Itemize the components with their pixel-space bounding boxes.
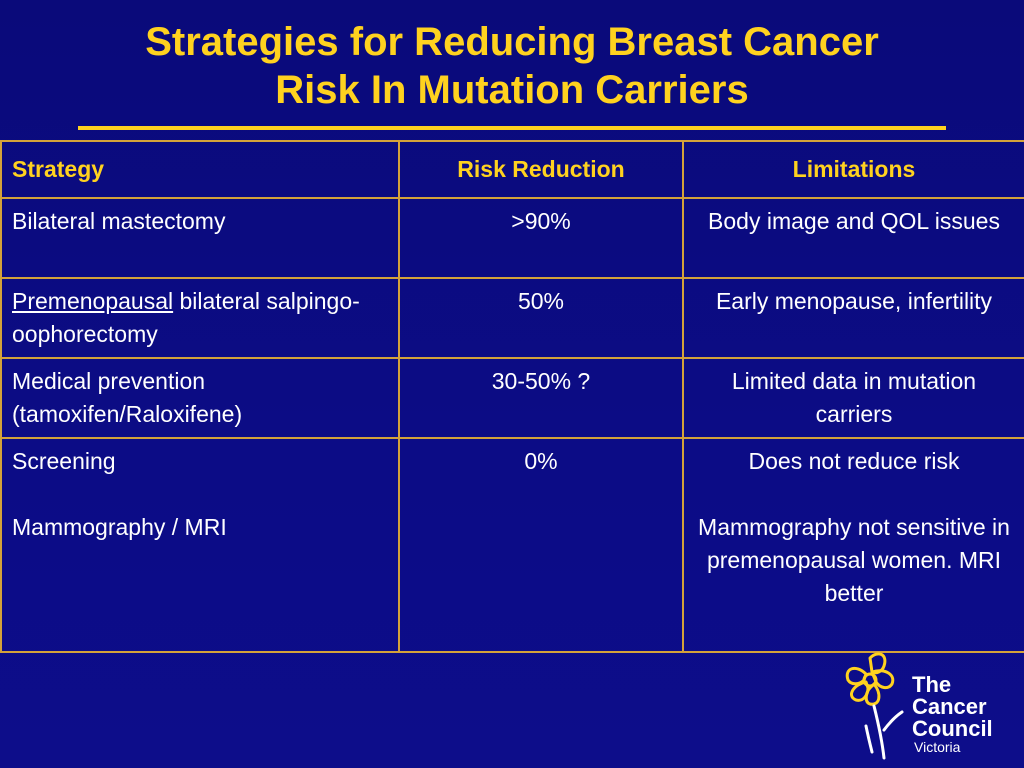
table-row: Premenopausal bilateral salpingo-oophore… — [0, 277, 1024, 359]
strategy-text: Mammography / MRI — [12, 514, 227, 540]
strategy-underlined-text: Premenopausal — [12, 288, 174, 314]
cancer-council-logo: The Cancer Council Victoria — [826, 648, 1016, 760]
limitations-text: Mammography not sensitive in premenopaus… — [698, 514, 1010, 606]
cell-limitations: Limited data in mutation carriers — [682, 357, 1024, 439]
table-row: Medical prevention (tamoxifen/Raloxifene… — [0, 357, 1024, 439]
cell-strategy: Screening Mammography / MRI — [0, 437, 400, 653]
slide-title: Strategies for Reducing Breast Cancer Ri… — [0, 18, 1024, 114]
logo-wordmark: The Cancer Council — [912, 674, 993, 740]
limitations-text: Body image and QOL issues — [708, 208, 1000, 234]
header-risk-reduction: Risk Reduction — [398, 140, 684, 199]
cell-strategy: Medical prevention (tamoxifen/Raloxifene… — [0, 357, 400, 439]
cell-limitations: Early menopause, infertility — [682, 277, 1024, 359]
header-limitations: Limitations — [682, 140, 1024, 199]
title-line-1: Strategies for Reducing Breast Cancer — [145, 20, 879, 64]
logo-line-3: Council — [912, 716, 993, 741]
limitations-text: Limited data in mutation carriers — [731, 368, 977, 427]
table-header-row: Strategy Risk Reduction Limitations — [0, 140, 1024, 199]
title-underline — [78, 126, 946, 130]
daffodil-icon — [845, 652, 904, 760]
limitations-text: Early menopause, infertility — [715, 288, 993, 314]
cell-limitations: Body image and QOL issues — [682, 197, 1024, 279]
strategy-text: Screening — [12, 448, 116, 474]
limitations-text: Does not reduce risk — [748, 448, 960, 474]
cell-risk: 50% — [398, 277, 684, 359]
logo-line-1: The — [912, 672, 952, 697]
strategy-text: Bilateral mastectomy — [12, 208, 226, 234]
table-row: Screening Mammography / MRI 0% Does not … — [0, 437, 1024, 653]
cell-limitations: Does not reduce risk Mammography not sen… — [682, 437, 1024, 653]
strategy-table: Strategy Risk Reduction Limitations Bila… — [0, 140, 1024, 653]
strategy-text: bilateral salpingo-oophorectomy — [12, 288, 360, 347]
cell-strategy: Premenopausal bilateral salpingo-oophore… — [0, 277, 400, 359]
cell-risk: 30-50% ? — [398, 357, 684, 439]
logo-line-2: Cancer — [912, 694, 987, 719]
table-row: Bilateral mastectomy >90% Body image and… — [0, 197, 1024, 279]
cell-risk: >90% — [398, 197, 684, 279]
logo-subtitle: Victoria — [914, 739, 961, 755]
cell-strategy: Bilateral mastectomy — [0, 197, 400, 279]
strategy-text: Medical prevention (tamoxifen/Raloxifene… — [12, 368, 243, 427]
header-strategy: Strategy — [0, 140, 400, 199]
title-line-2: Risk In Mutation Carriers — [275, 68, 749, 112]
cell-risk: 0% — [398, 437, 684, 653]
